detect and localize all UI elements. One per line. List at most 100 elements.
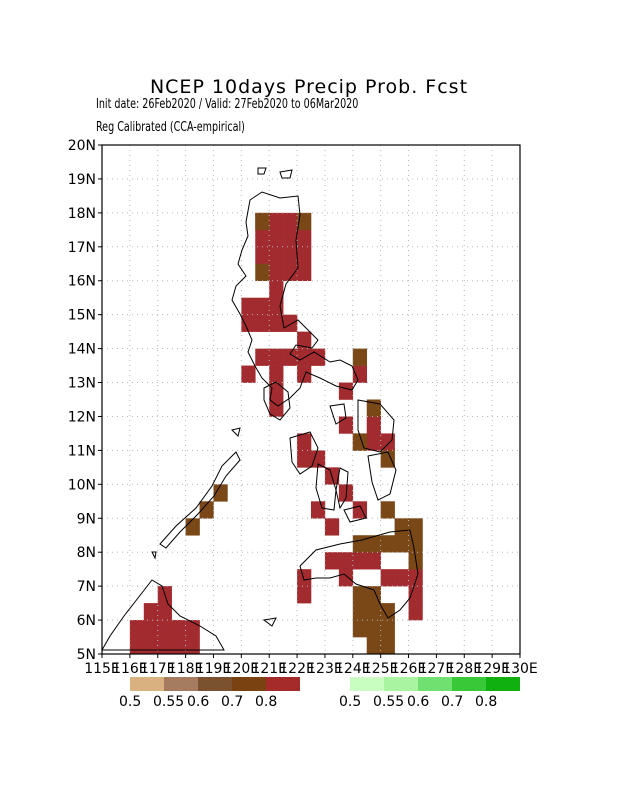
prob-cell-0.7 bbox=[352, 620, 368, 638]
prob-cell-0.8 bbox=[157, 603, 172, 621]
lon-tick-label: 128E bbox=[446, 661, 482, 677]
prob-cell-0.8 bbox=[269, 399, 284, 417]
legend-label-wet: 0.5 bbox=[339, 694, 362, 710]
legend-dry-scale bbox=[130, 677, 300, 691]
prob-cell-0.7 bbox=[394, 518, 409, 536]
prob-cell-0.8 bbox=[297, 229, 312, 248]
prob-cell-0.8 bbox=[324, 518, 340, 536]
prob-cell-0.8 bbox=[283, 212, 298, 231]
lon-tick-label: 126E bbox=[391, 661, 427, 677]
prob-cell-0.8 bbox=[338, 552, 354, 570]
legend-swatch-dry bbox=[232, 677, 266, 691]
prob-cell-0.8 bbox=[297, 433, 312, 451]
lat-tick-label: 18N bbox=[68, 206, 96, 222]
prob-cell-0.8 bbox=[255, 229, 270, 248]
prob-cell-0.8 bbox=[366, 433, 381, 451]
lon-tick-label: 129E bbox=[474, 661, 510, 677]
prob-cell-0.7 bbox=[380, 501, 395, 519]
prob-cell-0.7 bbox=[366, 637, 381, 654]
prob-cell-0.7 bbox=[366, 535, 381, 553]
lat-tick-label: 5N bbox=[77, 647, 96, 663]
prob-cell-0.8 bbox=[352, 552, 368, 570]
lon-tick-label: 123E bbox=[307, 661, 343, 677]
lat-tick-label: 10N bbox=[68, 477, 96, 493]
prob-cell-0.8 bbox=[255, 314, 270, 332]
legend-swatch-wet bbox=[418, 677, 452, 691]
legend-swatch-wet bbox=[486, 677, 520, 691]
prob-cell-0.7 bbox=[297, 212, 312, 231]
prob-cell-0.8 bbox=[241, 314, 256, 332]
prob-cell-0.7 bbox=[380, 450, 395, 468]
prob-cell-0.8 bbox=[129, 637, 145, 654]
lon-tick-label: 116E bbox=[112, 661, 148, 677]
prob-cell-0.8 bbox=[269, 280, 284, 298]
prob-cell-0.8 bbox=[269, 263, 284, 282]
legend-swatch-dry bbox=[130, 677, 164, 691]
prob-cell-0.8 bbox=[297, 331, 312, 349]
prob-cell-0.8 bbox=[311, 450, 326, 468]
lon-tick-label: 127E bbox=[419, 661, 455, 677]
legend-label-dry: 0.7 bbox=[221, 694, 244, 710]
legend-label-dry: 0.55 bbox=[153, 694, 185, 710]
legend-swatch-dry bbox=[164, 677, 198, 691]
prob-cell-0.7 bbox=[199, 501, 214, 519]
prob-cell-0.8 bbox=[366, 416, 381, 434]
lat-tick-label: 13N bbox=[68, 376, 96, 392]
prob-cell-0.8 bbox=[255, 348, 270, 366]
prob-cell-0.7 bbox=[394, 535, 409, 553]
prob-cell-0.7 bbox=[352, 348, 368, 366]
prob-cell-0.8 bbox=[269, 314, 284, 332]
prob-cell-0.8 bbox=[297, 263, 312, 282]
prob-cell-0.8 bbox=[157, 637, 172, 654]
prob-cell-0.7 bbox=[380, 535, 395, 553]
legend-swatch-wet bbox=[350, 677, 384, 691]
prob-cell-0.8 bbox=[297, 246, 312, 265]
prob-cell-0.8 bbox=[297, 569, 312, 587]
lat-tick-label: 8N bbox=[77, 545, 96, 561]
prob-cell-0.7 bbox=[185, 518, 200, 536]
lon-tick-label: 120E bbox=[224, 661, 260, 677]
prob-cell-0.8 bbox=[269, 382, 284, 400]
lon-tick-label: 115E bbox=[84, 661, 120, 677]
prob-cell-0.8 bbox=[297, 586, 312, 604]
prob-cell-0.7 bbox=[380, 637, 395, 654]
prob-cell-0.8 bbox=[311, 501, 326, 519]
subtitle-dates: Init date: 26Feb2020 / Valid: 27Feb2020 … bbox=[96, 97, 359, 112]
prob-cell-0.8 bbox=[171, 620, 186, 638]
prob-cell-0.7 bbox=[408, 518, 423, 536]
prob-cell-0.8 bbox=[394, 569, 409, 587]
prob-cell-0.8 bbox=[269, 246, 284, 265]
legend-swatch-wet bbox=[452, 677, 486, 691]
legend-swatch-dry bbox=[266, 677, 300, 691]
prob-cell-0.8 bbox=[380, 569, 395, 587]
prob-cell-0.8 bbox=[129, 620, 145, 638]
lon-tick-label: 117E bbox=[140, 661, 176, 677]
prob-cell-0.8 bbox=[185, 637, 200, 654]
prob-cell-0.7 bbox=[352, 603, 368, 621]
prob-cell-0.8 bbox=[143, 637, 159, 654]
lat-tick-label: 16N bbox=[68, 274, 96, 290]
prob-cell-0.8 bbox=[143, 603, 159, 621]
lon-tick-label: 130E bbox=[502, 661, 538, 677]
map-title: NCEP 10days Precip Prob. Fcst bbox=[149, 76, 469, 98]
prob-cell-0.8 bbox=[269, 365, 284, 383]
lat-tick-label: 17N bbox=[68, 240, 96, 256]
prob-cell-0.8 bbox=[338, 382, 354, 400]
legend-wet-scale bbox=[350, 677, 520, 691]
prob-cell-0.8 bbox=[408, 603, 423, 621]
prob-cell-0.8 bbox=[283, 246, 298, 265]
prob-cell-0.8 bbox=[241, 365, 256, 383]
lat-tick-label: 14N bbox=[68, 342, 96, 358]
lat-tick-label: 11N bbox=[68, 443, 96, 459]
lat-tick-label: 15N bbox=[68, 308, 96, 324]
lat-tick-label: 6N bbox=[77, 613, 96, 629]
prob-cell-0.8 bbox=[338, 416, 354, 434]
prob-cell-0.8 bbox=[283, 263, 298, 282]
legend-label-wet: 0.55 bbox=[373, 694, 405, 710]
prob-cell-0.8 bbox=[297, 450, 312, 468]
prob-cell-0.8 bbox=[283, 229, 298, 248]
prob-cell-0.8 bbox=[283, 314, 298, 332]
prob-cell-0.8 bbox=[269, 348, 284, 366]
prob-cell-0.8 bbox=[269, 212, 284, 231]
lon-tick-label: 121E bbox=[251, 661, 287, 677]
